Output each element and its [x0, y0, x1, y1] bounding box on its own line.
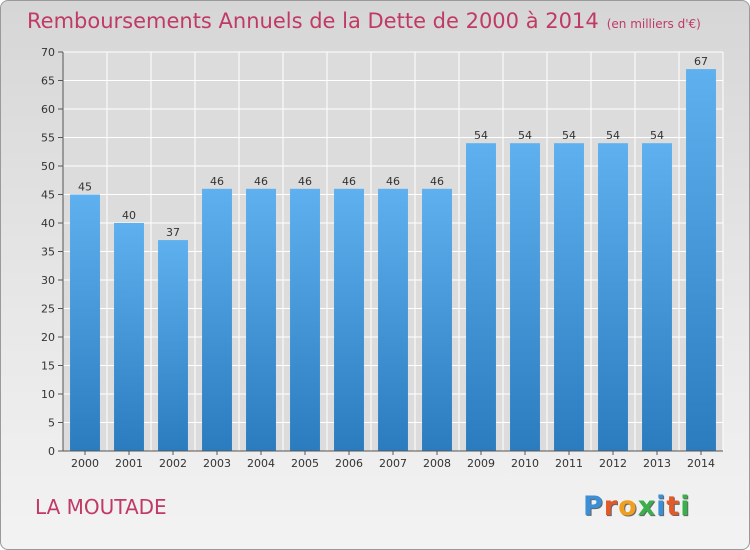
logo-letter: P	[583, 491, 604, 522]
x-tick-label: 2000	[71, 457, 99, 470]
chart-title-text: Remboursements Annuels de la Dette de 20…	[27, 9, 599, 33]
x-tick-label: 2005	[291, 457, 319, 470]
x-tick-label: 2014	[687, 457, 715, 470]
x-tick-label: 2010	[511, 457, 539, 470]
commune-name: LA MOUTADE	[35, 495, 167, 519]
y-tick-label: 70	[41, 46, 55, 59]
y-tick-label: 35	[41, 246, 55, 259]
y-tick-label: 0	[48, 445, 55, 458]
bar	[246, 188, 276, 452]
data-label: 40	[122, 209, 136, 222]
y-tick-label: 5	[48, 417, 55, 430]
y-tick-label: 20	[41, 331, 55, 344]
x-tick-label: 2007	[379, 457, 407, 470]
bar	[642, 143, 672, 451]
bar	[510, 143, 540, 451]
bar	[686, 69, 716, 451]
x-tick-label: 2003	[203, 457, 231, 470]
data-label: 46	[430, 175, 444, 188]
y-tick-label: 10	[41, 388, 55, 401]
data-label: 45	[78, 181, 92, 194]
logo-letter: i	[656, 491, 667, 522]
logo-letter: x	[637, 491, 657, 522]
data-label: 54	[518, 129, 532, 142]
y-tick-label: 60	[41, 103, 55, 116]
y-tick-label: 15	[41, 360, 55, 373]
bar	[158, 240, 188, 451]
x-tick-label: 2001	[115, 457, 143, 470]
data-label: 67	[694, 55, 708, 68]
x-tick-label: 2006	[335, 457, 363, 470]
bar	[334, 188, 364, 452]
data-label: 54	[474, 129, 488, 142]
x-tick-label: 2008	[423, 457, 451, 470]
axes: 0 5 10 15 20 25 30 35 40 45 50 55 60 65 70 2000 2001 2002…	[41, 46, 723, 470]
y-tick-label: 40	[41, 217, 55, 230]
data-label: 46	[386, 175, 400, 188]
y-tick-label: 30	[41, 274, 55, 287]
bar	[202, 188, 232, 452]
x-tick-label: 2009	[467, 457, 495, 470]
data-label: 46	[298, 175, 312, 188]
data-label: 54	[650, 129, 664, 142]
y-tick-label: 55	[41, 132, 55, 145]
data-label: 46	[210, 175, 224, 188]
bar	[70, 194, 100, 451]
y-tick-label: 45	[41, 189, 55, 202]
proxiti-logo: Proxiti	[583, 491, 691, 522]
data-label: 54	[606, 129, 620, 142]
x-tick-label: 2013	[643, 457, 671, 470]
x-tick-label: 2012	[599, 457, 627, 470]
logo-letter: o	[618, 491, 638, 522]
x-tick-label: 2004	[247, 457, 275, 470]
chart-title: Remboursements Annuels de la Dette de 20…	[27, 9, 701, 33]
data-label: 54	[562, 129, 576, 142]
y-tick-label: 50	[41, 160, 55, 173]
bar	[554, 143, 584, 451]
bar	[114, 223, 144, 451]
logo-letter: t	[666, 491, 681, 522]
bar	[422, 188, 452, 452]
x-tick-label: 2011	[555, 457, 583, 470]
logo-letter: r	[603, 491, 619, 522]
bar	[378, 188, 408, 452]
data-label: 46	[342, 175, 356, 188]
chart-subtitle: (en milliers d'€)	[606, 17, 701, 31]
y-tick-label: 25	[41, 303, 55, 316]
bars: 45 40 37 46 46 46 46 46 46 54 54 54 54 54 67	[70, 55, 716, 452]
bar	[598, 143, 628, 451]
logo-letter: i	[680, 491, 691, 522]
data-label: 37	[166, 226, 180, 239]
data-label: 46	[254, 175, 268, 188]
y-tick-label: 65	[41, 75, 55, 88]
x-tick-label: 2002	[159, 457, 187, 470]
bar	[290, 188, 320, 452]
bar	[466, 143, 496, 451]
